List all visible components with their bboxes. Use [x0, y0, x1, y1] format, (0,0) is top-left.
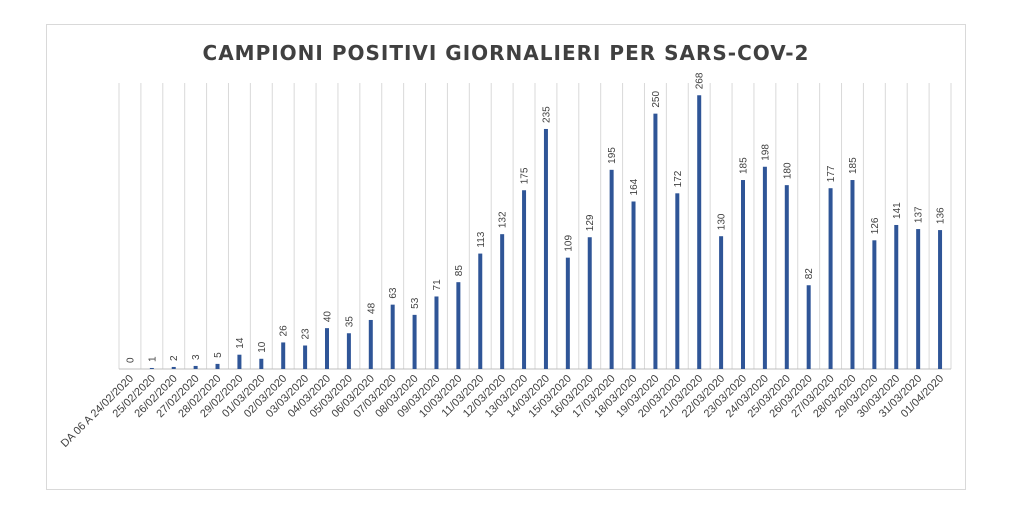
data-label: 250 — [651, 91, 662, 108]
bar — [149, 367, 154, 369]
data-label: 2 — [169, 355, 180, 361]
chart-frame: CAMPIONI POSITIVI GIORNALIERI PER SARS-C… — [46, 24, 966, 490]
data-label: 109 — [563, 235, 574, 252]
bar — [412, 314, 417, 369]
bar — [565, 257, 570, 369]
data-label: 132 — [498, 211, 509, 228]
data-label: 164 — [629, 178, 640, 195]
bar — [171, 366, 176, 369]
data-label: 71 — [432, 279, 443, 291]
data-label: 180 — [782, 162, 793, 179]
data-label: 40 — [323, 311, 334, 323]
bar — [894, 224, 899, 369]
data-label: 85 — [454, 265, 465, 277]
bar — [303, 345, 308, 369]
x-tick-labels: DA 06 A 24/02/202025/02/202026/02/202027… — [59, 373, 946, 450]
bar — [587, 237, 592, 369]
data-label: 63 — [388, 287, 399, 299]
data-label: 175 — [520, 167, 531, 184]
bar — [631, 201, 636, 369]
data-label: 82 — [804, 268, 815, 280]
data-label: 185 — [848, 157, 859, 174]
bar — [762, 166, 767, 369]
data-label: 0 — [125, 357, 136, 363]
data-label: 136 — [936, 207, 947, 224]
data-label: 5 — [213, 352, 224, 358]
data-label: 129 — [585, 214, 596, 231]
bar — [828, 188, 833, 369]
bars — [149, 95, 943, 370]
data-label: 185 — [739, 157, 750, 174]
bar — [609, 169, 614, 369]
bar — [478, 253, 483, 369]
data-label: 113 — [476, 231, 487, 247]
bar — [872, 240, 877, 369]
bar — [806, 285, 811, 369]
data-label: 130 — [717, 213, 728, 230]
bar — [916, 229, 921, 369]
bar — [741, 180, 745, 369]
data-label: 172 — [673, 170, 684, 187]
data-label: 195 — [607, 147, 618, 164]
bar — [237, 354, 242, 369]
bar — [281, 342, 286, 369]
bar — [784, 185, 789, 369]
bar — [325, 328, 329, 369]
bar — [193, 365, 198, 369]
data-label: 268 — [695, 72, 706, 89]
data-label: 235 — [541, 106, 552, 123]
bar — [434, 296, 439, 369]
data-label: 26 — [279, 325, 290, 337]
data-label: 10 — [257, 341, 268, 353]
bar — [259, 358, 264, 369]
bar — [543, 128, 548, 369]
data-label: 23 — [301, 328, 312, 340]
data-label: 53 — [410, 297, 421, 309]
data-label: 198 — [760, 144, 771, 161]
bar — [368, 319, 373, 369]
bar — [850, 180, 855, 369]
bar — [653, 113, 658, 370]
data-label: 177 — [826, 165, 837, 182]
grid-lines — [118, 83, 952, 370]
bar — [500, 234, 505, 369]
bar — [456, 282, 461, 369]
data-label: 1 — [147, 356, 158, 362]
bar — [697, 95, 702, 369]
bar — [346, 333, 351, 369]
data-label: 48 — [366, 302, 377, 314]
data-label: 14 — [235, 337, 246, 349]
data-label: 126 — [870, 217, 881, 234]
data-label: 3 — [191, 354, 202, 360]
bar — [522, 190, 527, 369]
bar — [675, 193, 680, 369]
bar — [719, 236, 724, 369]
bar — [938, 230, 943, 369]
data-label: 141 — [892, 202, 903, 219]
data-label: 137 — [914, 206, 925, 223]
bar — [215, 363, 220, 369]
data-label: 35 — [344, 316, 355, 328]
bar — [390, 304, 395, 369]
chart-title: CAMPIONI POSITIVI GIORNALIERI PER SARS-C… — [202, 41, 810, 65]
